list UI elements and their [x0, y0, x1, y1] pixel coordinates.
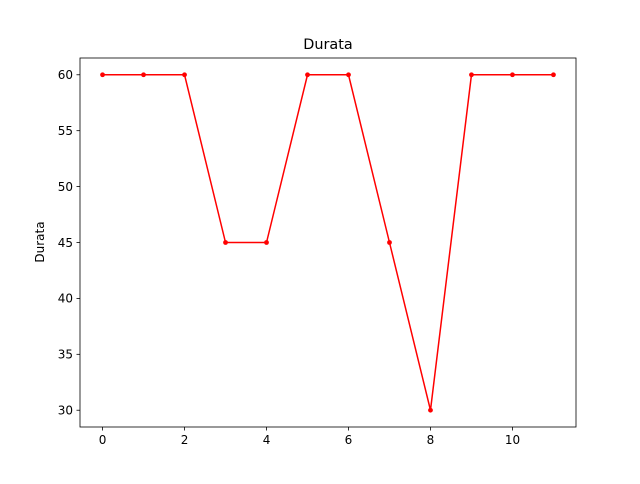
- data-point: [223, 240, 228, 245]
- data-point: [387, 240, 392, 245]
- data-point: [182, 72, 187, 78]
- y-tick-label: 40: [58, 292, 73, 306]
- data-point: [346, 72, 351, 78]
- x-tick-label: 4: [263, 433, 271, 447]
- data-point: [551, 72, 556, 78]
- data-point: [510, 72, 515, 78]
- y-tick-label: 50: [58, 180, 73, 194]
- data-point: [264, 240, 269, 245]
- y-tick-label: 35: [58, 348, 73, 362]
- y-axis-title: Durata: [33, 221, 47, 262]
- x-tick-label: 2: [181, 433, 189, 447]
- data-point: [428, 407, 433, 413]
- x-tick-label: 0: [99, 433, 107, 447]
- y-tick-label: 45: [58, 236, 73, 250]
- chart-title: Durata: [303, 37, 352, 53]
- y-tick-label: 30: [58, 404, 73, 418]
- data-point: [305, 72, 310, 78]
- data-point: [141, 72, 146, 78]
- y-tick-label: 60: [58, 68, 73, 82]
- x-tick-label: 10: [505, 433, 520, 447]
- x-tick-label: 6: [345, 433, 353, 447]
- x-tick-label: 8: [427, 433, 435, 447]
- y-tick-label: 55: [58, 124, 73, 138]
- data-point: [100, 72, 105, 78]
- series-line: [101, 74, 555, 411]
- plot-area: 0 2 4 6 8 10 30 35 40 45 50 55 60: [58, 57, 577, 447]
- data-point: [469, 72, 474, 78]
